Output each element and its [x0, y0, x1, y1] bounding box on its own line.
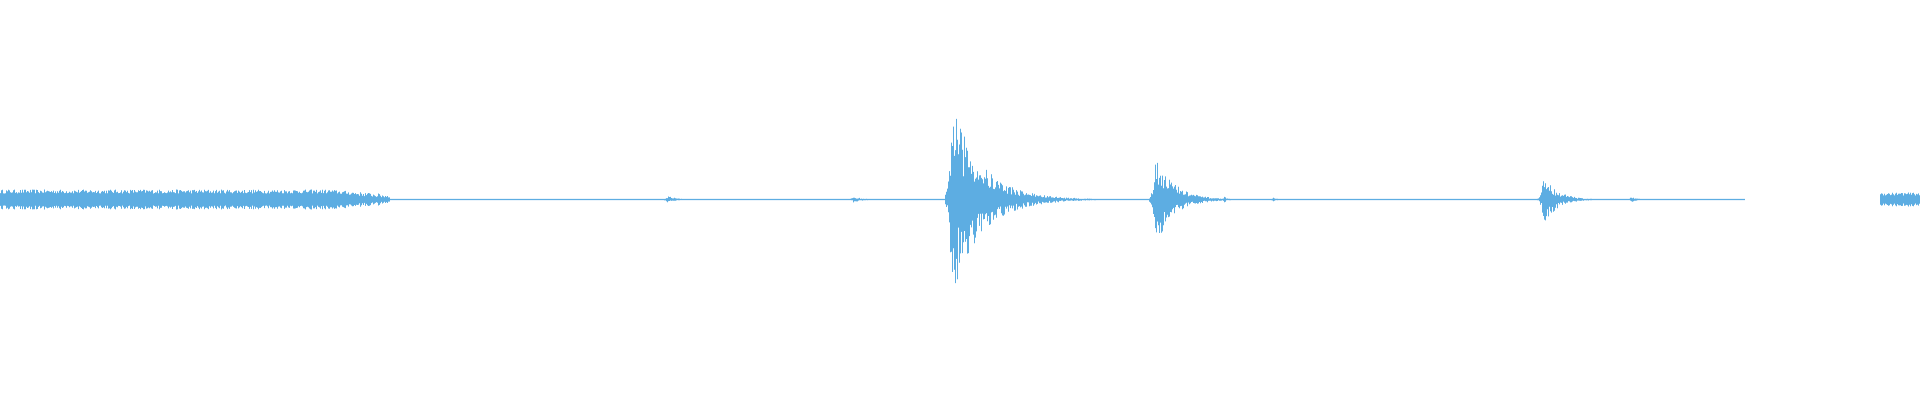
waveform-trace: [0, 118, 1920, 284]
